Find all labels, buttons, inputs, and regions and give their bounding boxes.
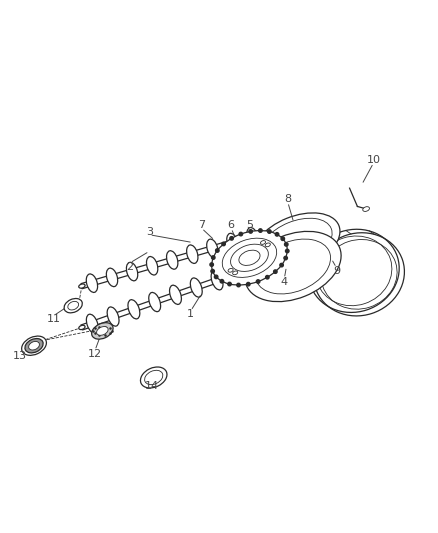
Ellipse shape: [145, 370, 163, 385]
Circle shape: [268, 230, 271, 233]
Circle shape: [230, 237, 233, 240]
Ellipse shape: [146, 256, 158, 275]
Ellipse shape: [245, 231, 341, 302]
Ellipse shape: [255, 239, 331, 294]
Ellipse shape: [166, 251, 178, 269]
Circle shape: [220, 279, 224, 283]
Circle shape: [280, 263, 283, 267]
Circle shape: [284, 256, 287, 260]
Ellipse shape: [170, 285, 181, 304]
Ellipse shape: [259, 232, 266, 236]
Ellipse shape: [239, 250, 260, 265]
Text: 12: 12: [88, 349, 102, 359]
Text: 14: 14: [145, 381, 159, 391]
Ellipse shape: [261, 240, 265, 244]
Ellipse shape: [86, 274, 98, 293]
Text: 3: 3: [146, 227, 153, 237]
Text: 5: 5: [246, 220, 253, 230]
Ellipse shape: [261, 218, 332, 267]
Text: 8: 8: [284, 194, 291, 204]
Circle shape: [228, 282, 231, 286]
Circle shape: [285, 243, 288, 246]
Ellipse shape: [211, 271, 223, 290]
Text: 6: 6: [228, 220, 235, 230]
Circle shape: [211, 270, 214, 273]
Ellipse shape: [228, 269, 233, 272]
Ellipse shape: [68, 301, 78, 310]
Ellipse shape: [187, 245, 198, 263]
Ellipse shape: [106, 268, 118, 287]
Ellipse shape: [212, 231, 287, 285]
Text: 9: 9: [333, 266, 340, 276]
Ellipse shape: [79, 325, 85, 329]
Text: 1: 1: [187, 309, 194, 319]
Ellipse shape: [207, 239, 218, 257]
Ellipse shape: [265, 243, 270, 247]
Circle shape: [215, 249, 219, 252]
Ellipse shape: [191, 278, 202, 297]
Text: 4: 4: [281, 277, 288, 287]
Circle shape: [286, 249, 289, 253]
Ellipse shape: [266, 260, 272, 264]
Ellipse shape: [232, 263, 244, 282]
Circle shape: [256, 280, 260, 283]
Ellipse shape: [128, 300, 140, 319]
Ellipse shape: [21, 336, 46, 356]
Circle shape: [249, 230, 252, 233]
Ellipse shape: [25, 338, 43, 353]
Ellipse shape: [86, 314, 98, 334]
Ellipse shape: [247, 228, 258, 246]
Ellipse shape: [97, 327, 108, 335]
Ellipse shape: [227, 233, 238, 252]
Text: 10: 10: [367, 155, 381, 165]
Ellipse shape: [107, 307, 119, 326]
Circle shape: [212, 256, 215, 259]
Ellipse shape: [92, 322, 113, 339]
Circle shape: [215, 275, 218, 279]
Text: 13: 13: [13, 351, 27, 361]
Ellipse shape: [253, 213, 340, 272]
Ellipse shape: [316, 236, 392, 306]
Ellipse shape: [149, 293, 161, 312]
Ellipse shape: [141, 367, 167, 388]
Circle shape: [281, 237, 285, 240]
Text: 2: 2: [126, 262, 133, 271]
Text: 11: 11: [46, 314, 60, 324]
Circle shape: [276, 232, 279, 236]
Ellipse shape: [233, 271, 238, 274]
Text: 7: 7: [198, 220, 205, 230]
Circle shape: [247, 282, 250, 286]
Ellipse shape: [253, 256, 265, 276]
Circle shape: [259, 229, 262, 232]
Ellipse shape: [64, 298, 82, 313]
Circle shape: [210, 263, 213, 266]
Circle shape: [237, 284, 240, 287]
Circle shape: [274, 270, 277, 273]
Ellipse shape: [309, 229, 399, 312]
Ellipse shape: [363, 207, 370, 212]
Circle shape: [265, 276, 269, 279]
Circle shape: [239, 232, 243, 236]
Circle shape: [222, 242, 225, 246]
Ellipse shape: [28, 342, 39, 350]
Ellipse shape: [79, 284, 85, 288]
Ellipse shape: [127, 262, 138, 281]
